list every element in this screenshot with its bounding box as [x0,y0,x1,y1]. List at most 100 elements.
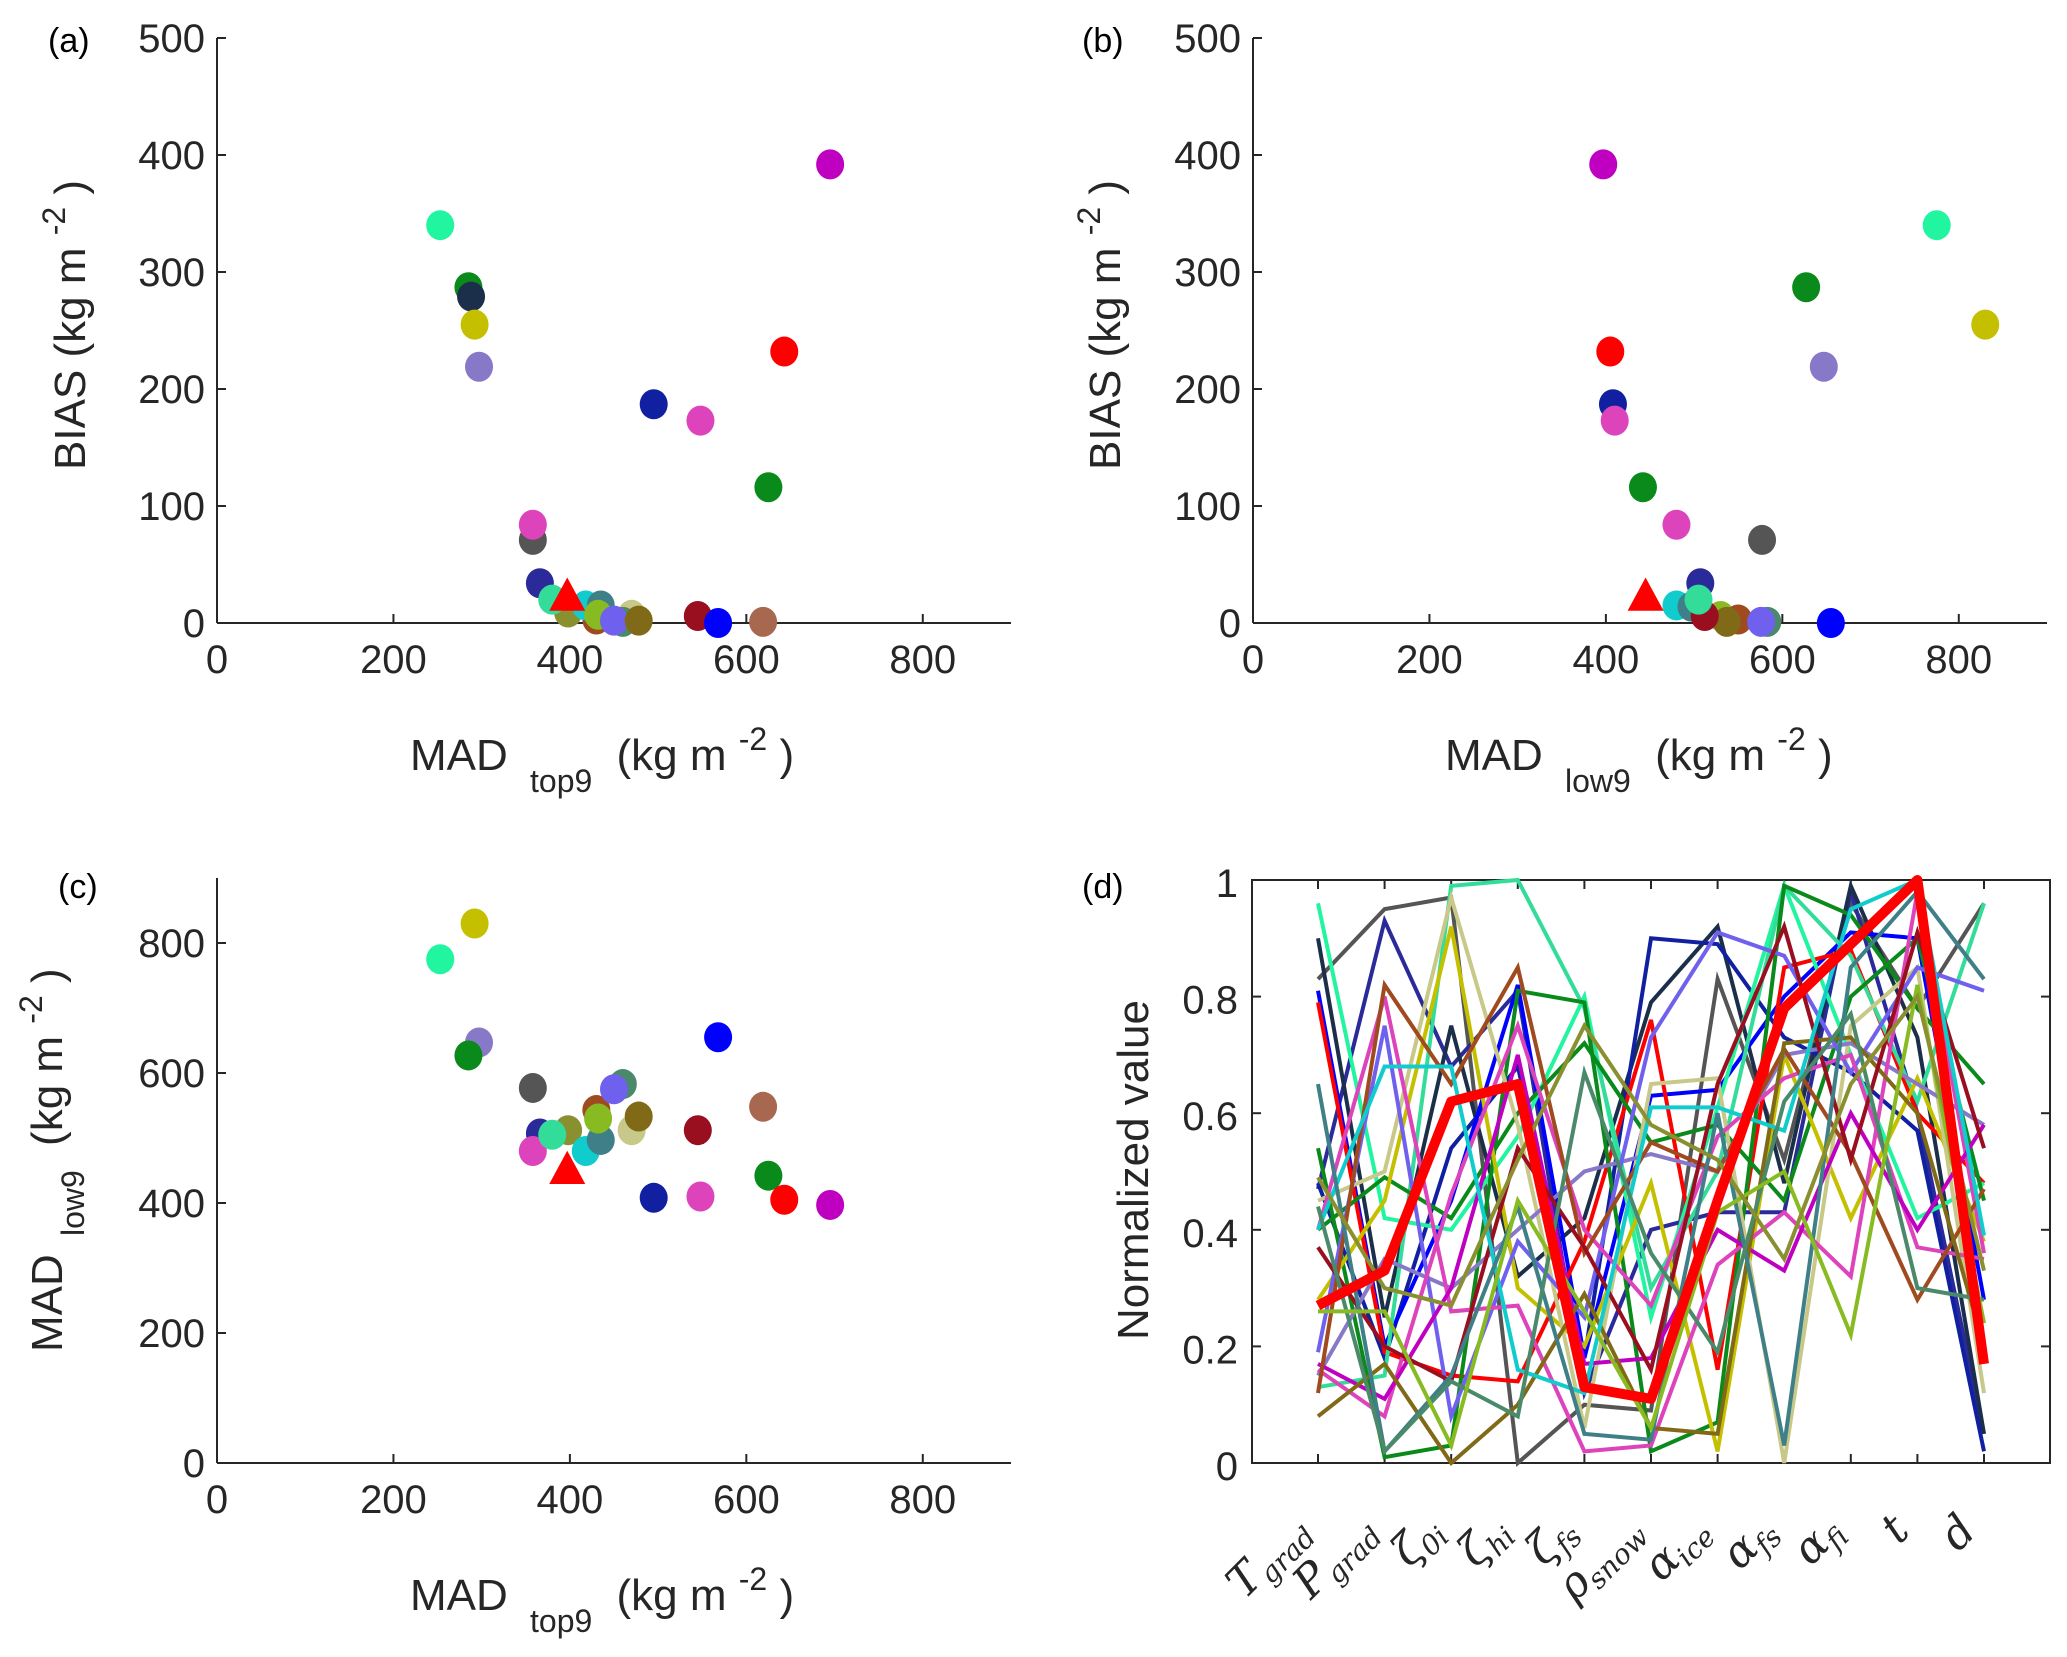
scatter-point [1922,210,1951,241]
panel-b-ylabel-sup: -2 [1071,207,1107,235]
category-label: d [1930,1505,1986,1561]
panel-a-xlabel-unit: (kg m [617,731,727,780]
panel-b-bias-vs-mad-low9: (b) 0 200 400 600 800 0 100 200 300 400 500 MAD lo… [1061,17,2047,802]
panel-b-xlabel-close: ) [1818,731,1833,780]
scatter-point [704,1022,733,1053]
parameter-set-line [1316,930,1986,1359]
x-tick-label: 400 [537,1478,604,1522]
y-tick-label: 0.8 [1182,979,1238,1023]
panel-a-xlabel: MAD top9 (kg m -2 ) [410,711,794,802]
x-tick-label: 600 [713,638,780,682]
parameter-set-line [1316,1019,1985,1420]
panel-c-ylabel-sup: -2 [13,995,49,1023]
scatter-point [1971,309,2000,340]
panel-b-xlabel-main: MAD [1445,731,1543,780]
panel-a-ylabel-close: ) [46,180,95,195]
category-label: αfs [1711,1505,1788,1582]
y-tick-label: 0 [1216,1445,1238,1489]
x-tick-label: 400 [1573,638,1640,682]
y-tick-label: 200 [138,1312,205,1356]
category-label-base: t [1871,1504,1920,1553]
x-tick-label: 200 [360,1478,427,1522]
panel-a-label: (a) [48,22,90,60]
y-tick-label: 300 [1174,251,1241,295]
scatter-point [770,1184,799,1215]
panel-c-axes: 0 200 400 600 800 0 200 400 600 800 [138,878,1011,1522]
scatter-point [749,606,778,637]
y-tick-label: 600 [138,1052,205,1096]
parameter-set-line [1316,930,1985,1424]
best-run-triangle-marker [549,1150,586,1184]
panel-a-bias-vs-mad-top9: (a) 0 200 400 600 800 0 100 200 300 400 500 MAD to… [26,17,1011,802]
panel-b-label: (b) [1082,22,1124,60]
y-tick-label: 0 [183,602,205,646]
panel-b-xlabel: MAD low9 (kg m -2 ) [1445,711,1833,802]
scatter-point [1628,472,1657,503]
y-tick-label: 0.4 [1182,1212,1238,1256]
panel-c-ylabel-sub: low9 [55,1170,91,1236]
scatter-point [816,1189,845,1220]
best-parameter-set-line [1315,875,1989,1404]
scatter-point [538,1119,567,1150]
scatter-point [1589,149,1618,180]
category-label: ζhi [1448,1505,1523,1580]
panel-d-parallel-coordinates: (d) 00.20.40.60.81 Normalized value Tgra… [1082,862,2051,1612]
y-tick-label: 200 [138,368,205,412]
scatter-point [1596,336,1625,367]
parameter-set-line [1316,962,1986,1394]
y-tick-label: 0 [183,1442,205,1486]
scatter-point [686,405,715,436]
scatter-point [1662,509,1691,540]
y-tick-label: 1 [1216,862,1238,906]
scatter-point [584,1103,613,1134]
panel-a-xlabel-close: ) [779,731,794,780]
scatter-point [639,389,668,420]
category-label: αice [1633,1505,1722,1594]
category-label: ζ0i [1381,1505,1456,1580]
panel-a-ylabel: BIAS (kg m -2 ) [26,180,95,470]
scatter-point [770,336,799,367]
panel-c-xlabel: MAD top9 (kg m -2 ) [410,1551,794,1642]
y-tick-label: 500 [1174,17,1241,61]
scatter-point [518,1072,547,1103]
panel-d-label: (d) [1082,868,1124,906]
x-tick-label: 0 [206,1478,228,1522]
panel-c-label: (c) [58,868,98,906]
panel-b-xlabel-sup: -2 [1777,721,1805,757]
parameter-set-line [1316,877,1986,1396]
panel-b-xlabel-unit: (kg m [1655,731,1765,780]
scatter-point [749,1091,778,1122]
category-label: t [1871,1504,1920,1553]
y-tick-label: 500 [138,17,205,61]
y-tick-label: 400 [138,134,205,178]
scatter-point [1712,606,1741,637]
y-tick-label: 400 [138,1182,205,1226]
parameter-set-line [1317,889,1986,1464]
panel-a-axes: 0 200 400 600 800 0 100 200 300 400 500 [138,17,1011,682]
scatter-point [1816,608,1845,638]
scatter-point [457,281,486,312]
scatter-point [1809,351,1838,382]
best-run-triangle-marker [1627,577,1664,611]
scatter-point [1600,405,1629,436]
panel-c-xlabel-unit: (kg m [617,1571,727,1620]
parameter-set-line [1316,992,1986,1308]
panel-b-ylabel: BIAS (kg m -2 ) [1061,180,1130,470]
x-tick-label: 800 [889,638,956,682]
scatter-point [754,472,783,503]
parameter-set-line [1316,926,1986,1452]
panel-c-ylabel-main: MAD [23,1254,72,1352]
panel-a-xlabel-main: MAD [410,731,508,780]
scatter-point [600,605,628,636]
panel-c-ylabel-close: ) [23,968,72,983]
x-tick-label: 200 [1396,638,1463,682]
x-tick-label: 0 [206,638,228,682]
scatter-point [754,1160,783,1191]
y-tick-label: 0 [1219,602,1241,646]
scatter-point [465,351,494,382]
y-tick-label: 0.6 [1182,1095,1238,1139]
scatter-point [624,605,653,636]
y-tick-label: 300 [138,251,205,295]
